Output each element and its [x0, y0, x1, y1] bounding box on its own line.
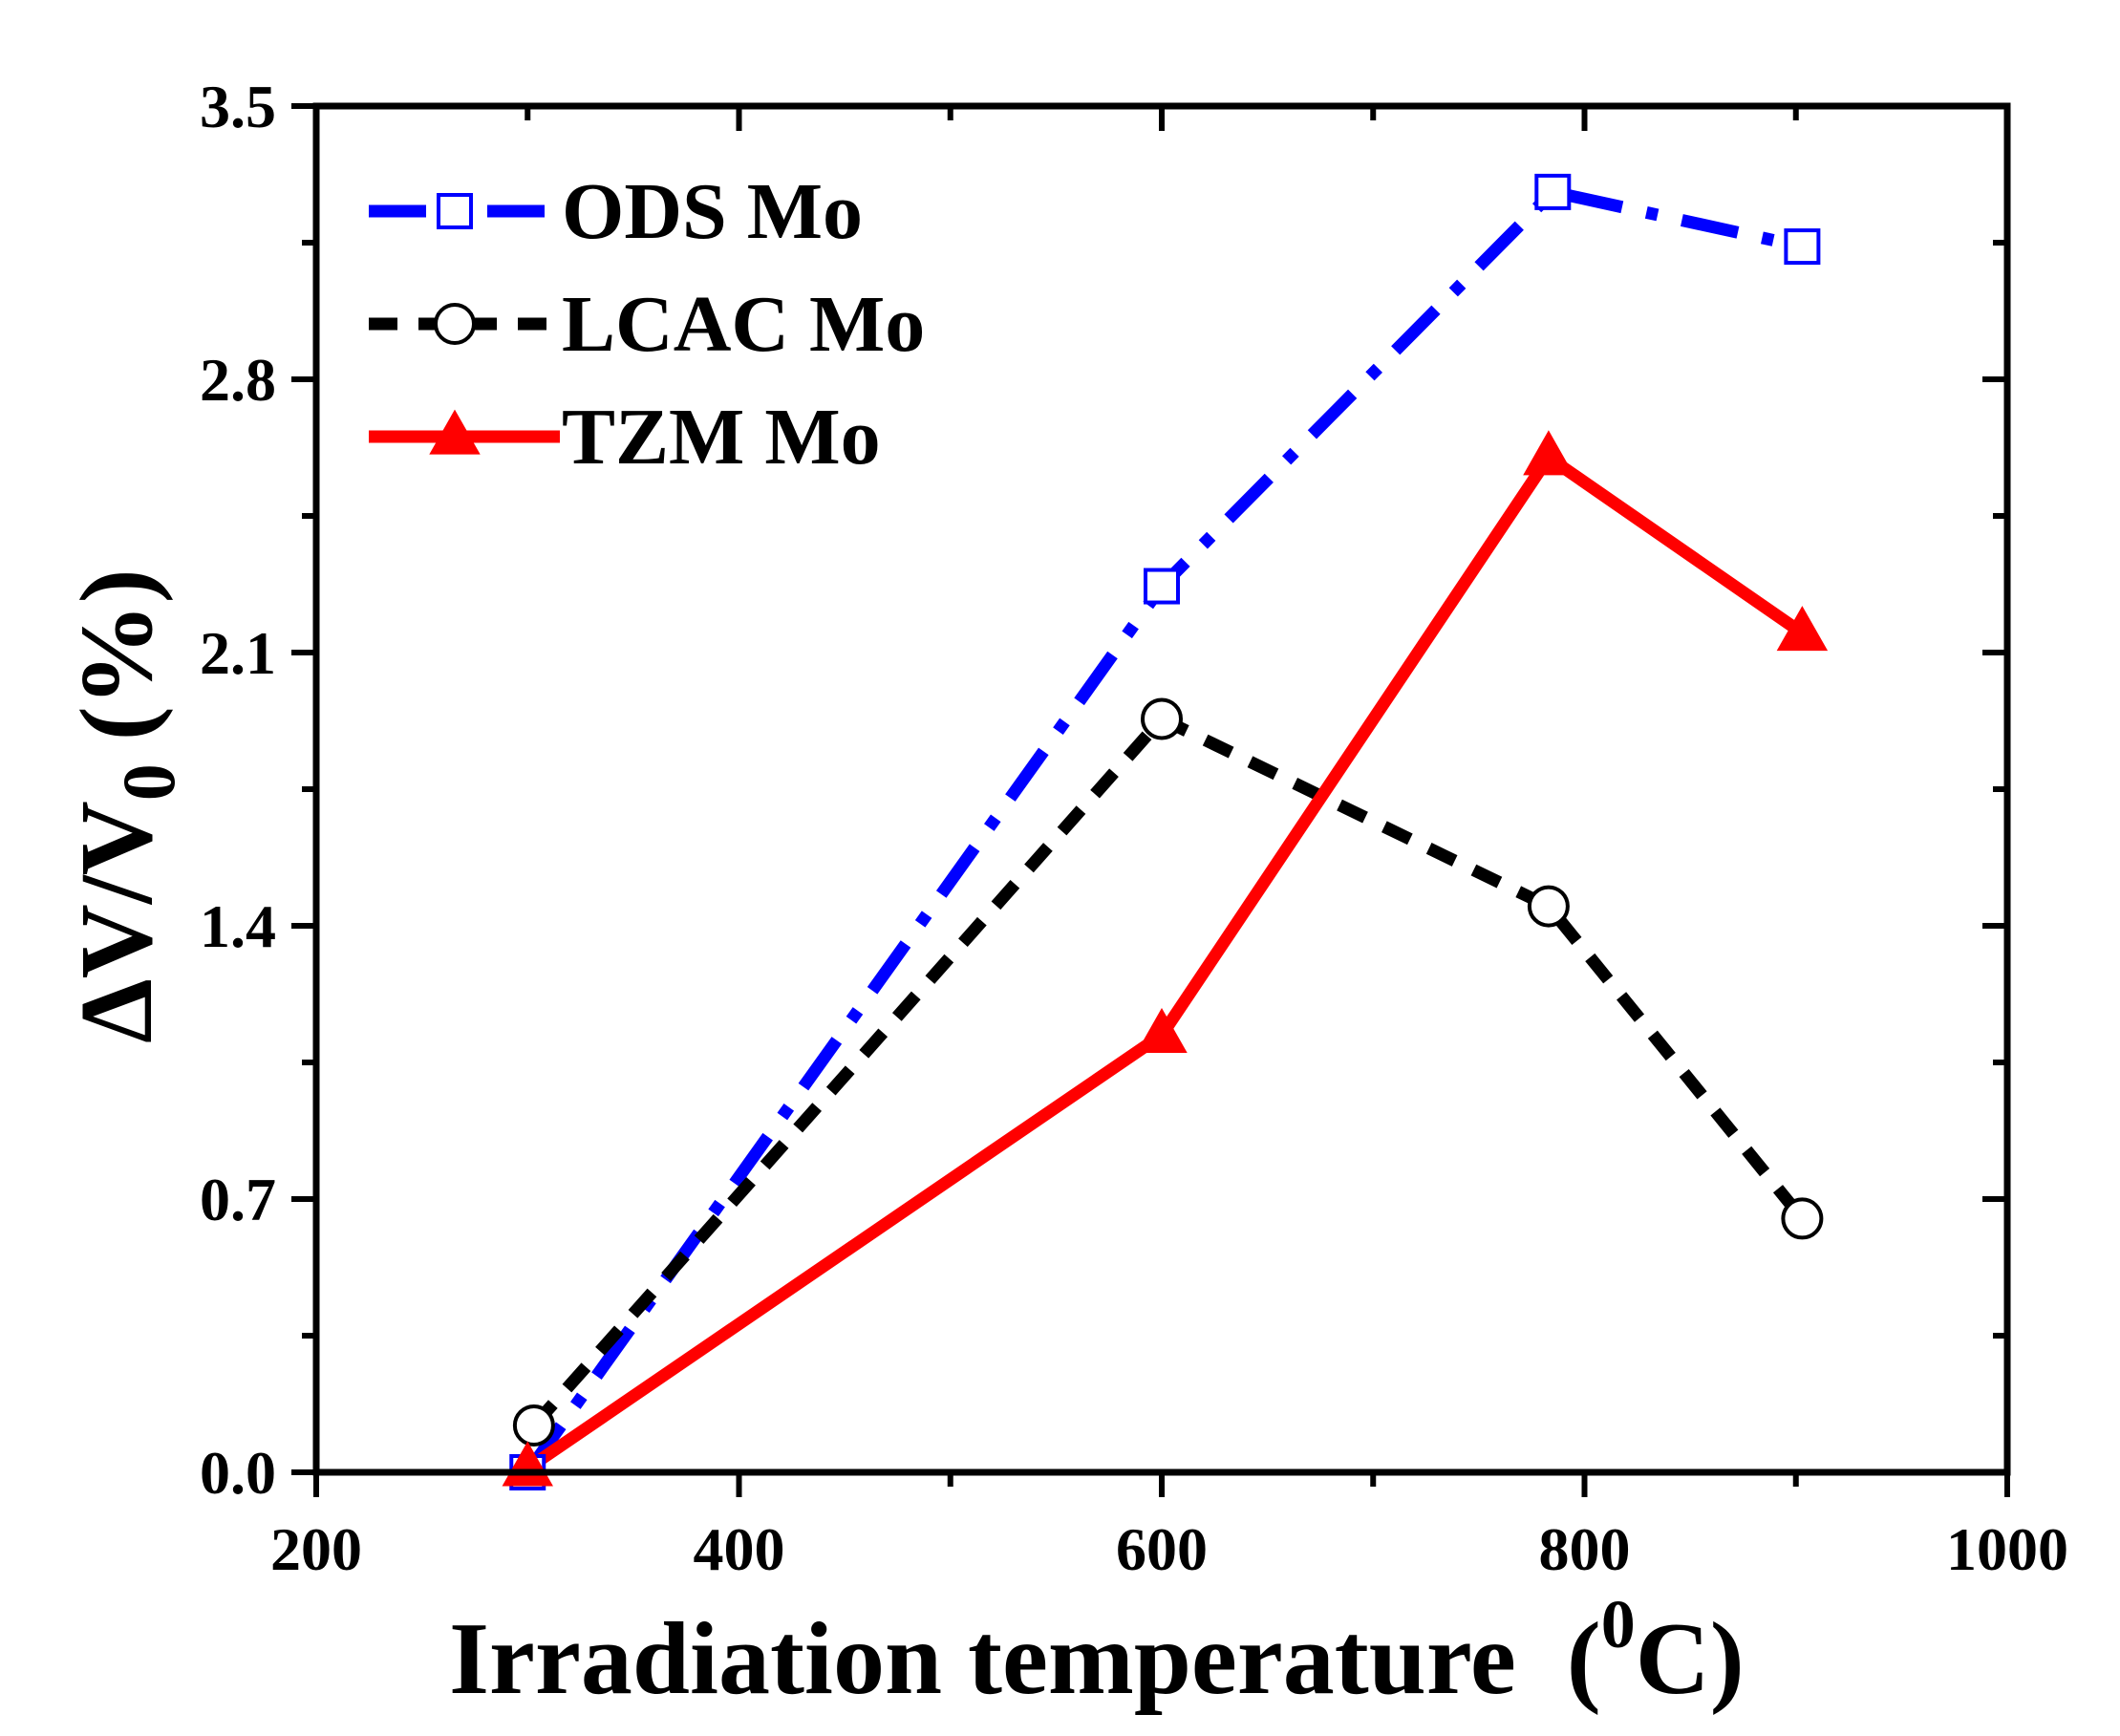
y-axis-title-sub: 0	[107, 763, 190, 801]
series-line-ods-mo	[522, 185, 1804, 1476]
data-point-tzm-mo	[1136, 1007, 1188, 1053]
x-tick-label: 400	[694, 1515, 785, 1583]
x-axis-title-open: (	[1567, 1602, 1601, 1716]
series-markers	[502, 173, 1829, 1490]
legend-label-tzm-mo: TZM Mo	[562, 393, 881, 482]
x-tick-label: 200	[270, 1515, 362, 1583]
legend-label-ods-mo: ODS Mo	[562, 167, 863, 256]
y-tick-label: 2.8	[200, 346, 276, 414]
data-point-ods-mo	[1144, 568, 1180, 605]
y-tick-label: 0.0	[200, 1439, 276, 1507]
data-point-lcac-mo	[1781, 1197, 1824, 1240]
series-line-tzm-mo	[524, 451, 1807, 1474]
x-axis-title-sup: 0	[1601, 1586, 1636, 1662]
data-point-tzm-mo	[1776, 606, 1829, 652]
legend-label-lcac-mo: LCAC Mo	[562, 280, 925, 369]
y-axis-title-main: ΔV/V	[60, 801, 174, 1043]
x-axis-title-close: C)	[1636, 1602, 1745, 1716]
y-tick-label: 0.7	[200, 1166, 276, 1233]
x-tick-labels: 200 400 600 800 1000	[270, 1515, 2068, 1583]
x-tick-label: 800	[1539, 1515, 1631, 1583]
y-tick-labels: 0.0 0.7 1.4 2.1 2.8 3.5	[200, 73, 276, 1507]
y-axis-title-unit: (%)	[60, 568, 174, 740]
x-axis-title: Irradiation temperature (0C)	[449, 1586, 1745, 1716]
data-point-lcac-mo	[1527, 885, 1570, 928]
x-axis-title-main: Irradiation temperature	[449, 1602, 1516, 1716]
y-axis-title: ΔV/V0 (%)	[60, 568, 190, 1043]
data-point-lcac-mo	[1141, 697, 1183, 740]
x-tick-label: 1000	[1946, 1515, 2068, 1583]
data-point-tzm-mo	[1523, 430, 1574, 476]
data-point-ods-mo	[1784, 228, 1821, 266]
axis-ticks	[291, 103, 2010, 1497]
series-lines	[522, 185, 1808, 1476]
y-tick-label: 2.1	[200, 619, 276, 687]
y-tick-label: 1.4	[200, 892, 276, 960]
legend-marker-lcac-mo	[434, 303, 476, 345]
legend-marker-tzm-mo	[429, 409, 481, 455]
plot-frame	[312, 102, 2011, 1476]
y-tick-label: 3.5	[200, 73, 276, 140]
data-point-lcac-mo	[512, 1404, 555, 1447]
legend-marker-ods-mo	[437, 193, 473, 229]
series-line-lcac-mo	[529, 712, 1808, 1430]
x-tick-label: 600	[1116, 1515, 1208, 1583]
legend: ODS Mo LCAC Mo TZM Mo	[369, 167, 925, 482]
data-point-ods-mo	[1534, 173, 1572, 210]
